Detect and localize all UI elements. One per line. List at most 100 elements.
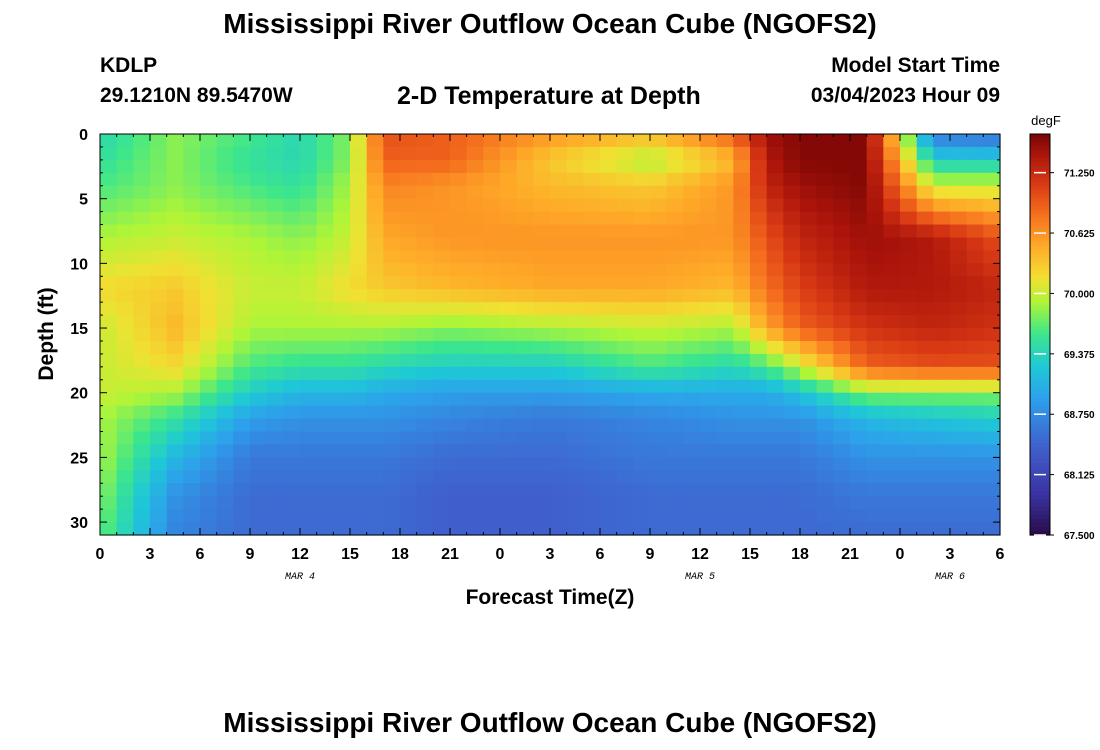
heatmap-cell — [916, 276, 934, 290]
heatmap-cell — [700, 328, 718, 342]
colorbar-segment — [1030, 142, 1050, 147]
heatmap-cell — [233, 353, 251, 368]
heatmap-cell — [666, 198, 684, 213]
heatmap-cell — [800, 418, 818, 433]
heatmap-cell — [700, 198, 718, 213]
heatmap-cell — [183, 366, 201, 381]
y-tick-label: 20 — [70, 386, 88, 403]
heatmap-cell — [816, 457, 834, 471]
heatmap-cell — [200, 250, 218, 264]
heatmap-cell — [416, 250, 434, 264]
heatmap-cell — [850, 224, 868, 239]
heatmap-cell — [650, 172, 668, 187]
heatmap-cell — [900, 172, 918, 187]
y-tick-label: 0 — [79, 127, 88, 144]
heatmap-cell — [833, 211, 851, 226]
heatmap-cell — [100, 457, 118, 471]
heatmap-cell — [700, 340, 718, 355]
heatmap-cell — [466, 483, 484, 497]
heatmap-cell — [433, 418, 451, 433]
heatmap-cell — [950, 405, 968, 420]
heatmap-cell — [100, 289, 118, 303]
heatmap-cell — [116, 379, 134, 394]
heatmap-cell — [433, 457, 451, 471]
heatmap-cell — [950, 159, 968, 174]
heatmap-cell — [933, 237, 951, 252]
heatmap-cell — [750, 457, 768, 471]
colorbar-segment — [1030, 294, 1050, 300]
heatmap-cell — [150, 289, 168, 303]
heatmap-cell — [933, 315, 951, 329]
heatmap-cell — [100, 353, 118, 368]
heatmap-cell — [533, 185, 551, 200]
heatmap-cell — [266, 379, 284, 394]
heatmap-cell — [883, 250, 901, 264]
heatmap-cell — [700, 457, 718, 471]
heatmap-cell — [750, 250, 768, 264]
heatmap-cell — [633, 328, 651, 342]
heatmap-cell — [233, 328, 251, 342]
heatmap-cell — [700, 159, 718, 174]
x-tick-label: 6 — [596, 546, 605, 563]
heatmap-cell — [533, 315, 551, 329]
heatmap-cell — [733, 237, 751, 252]
heatmap-cell — [250, 431, 268, 446]
heatmap-cell — [366, 444, 384, 458]
colorbar-segment — [1030, 442, 1050, 448]
heatmap-cell — [483, 185, 501, 200]
heatmap-cell — [650, 418, 668, 433]
heatmap-cell — [200, 302, 218, 316]
y-axis-title: Depth (ft) — [35, 287, 58, 380]
heatmap-cell — [583, 172, 601, 187]
heatmap-cell — [916, 470, 934, 484]
heatmap-cell — [766, 289, 784, 303]
x-tick-label: 12 — [291, 546, 309, 563]
heatmap-cell — [550, 431, 568, 446]
heatmap-cell — [666, 224, 684, 239]
heatmap-cell — [983, 198, 1001, 213]
heatmap-cell — [466, 263, 484, 277]
heatmap-cell — [150, 509, 168, 523]
heatmap-cell — [683, 418, 701, 433]
heatmap-cell — [166, 172, 184, 187]
heatmap-cell — [833, 250, 851, 264]
heatmap-cell — [883, 146, 901, 161]
heatmap-cell — [900, 328, 918, 342]
heatmap-cell — [616, 159, 634, 174]
heatmap-cell — [416, 379, 434, 394]
heatmap-cell — [666, 250, 684, 264]
heatmap-cell — [166, 263, 184, 277]
heatmap-cell — [866, 211, 884, 226]
heatmap-cell — [633, 172, 651, 187]
heatmap-cell — [533, 418, 551, 433]
heatmap-cell — [666, 366, 684, 381]
heatmap-cell — [650, 289, 668, 303]
heatmap-cell — [116, 185, 134, 200]
colorbar-segment — [1030, 154, 1050, 159]
heatmap-cell — [700, 405, 718, 420]
heatmap-cell — [983, 263, 1001, 277]
heatmap-cell — [333, 392, 351, 407]
heatmap-cell — [900, 405, 918, 420]
heatmap-cell — [716, 405, 734, 420]
heatmap-cell — [600, 366, 618, 381]
heatmap-cell — [150, 134, 168, 148]
heatmap-cell — [533, 496, 551, 510]
x-tick-label: 9 — [646, 546, 655, 563]
heatmap-cell — [766, 405, 784, 420]
heatmap-cell — [866, 237, 884, 252]
heatmap-cell — [216, 366, 234, 381]
heatmap-cell — [866, 134, 884, 148]
heatmap-cell — [900, 185, 918, 200]
heatmap-cell — [183, 159, 201, 174]
heatmap-cell — [633, 289, 651, 303]
heatmap-cell — [316, 470, 334, 484]
heatmap-cell — [116, 159, 134, 174]
heatmap-cell — [566, 263, 584, 277]
heatmap-cell — [600, 418, 618, 433]
heatmap-cell — [850, 405, 868, 420]
heatmap-cell — [966, 276, 984, 290]
heatmap-cell — [950, 340, 968, 355]
heatmap-cell — [600, 379, 618, 394]
heatmap-cell — [933, 379, 951, 394]
